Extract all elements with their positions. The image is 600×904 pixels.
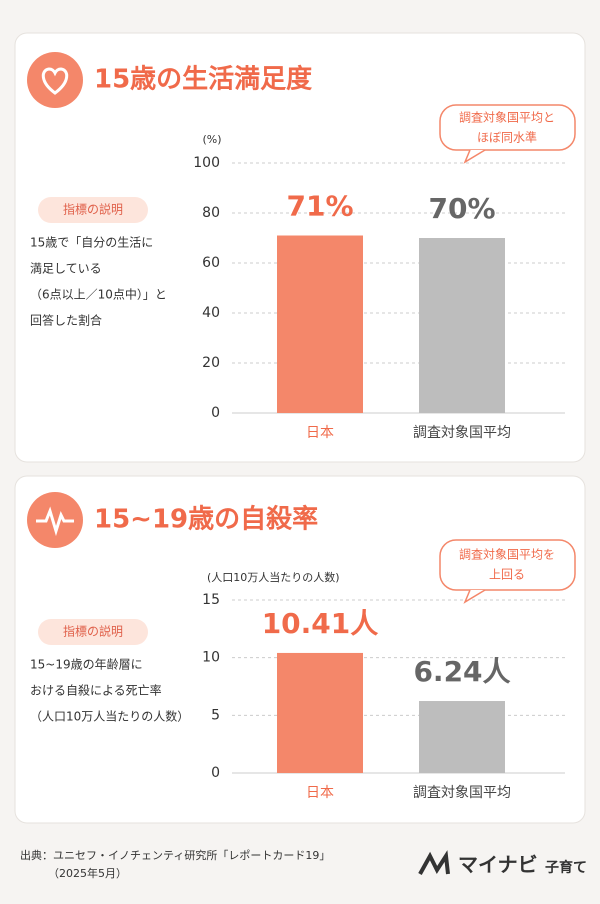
indicator-text: 回答した割合 [30, 313, 102, 328]
indicator-text: 満足している [30, 262, 102, 276]
value-label: 70% [428, 192, 495, 225]
y-tick-label: 20 [202, 355, 220, 371]
y-axis-label: (人口10万人当たりの人数) [207, 570, 340, 584]
y-tick-label: 40 [202, 305, 220, 321]
bar [277, 235, 363, 413]
y-tick-label: 100 [193, 155, 220, 171]
bar [419, 238, 505, 413]
source: 出典：ユニセフ・イノチェンティ研究所「レポートカード19」 [20, 848, 330, 862]
x-tick-label: 日本 [306, 425, 334, 441]
heart-icon [41, 67, 69, 95]
pulse-icon [36, 506, 74, 537]
y-tick-label: 15 [202, 592, 220, 608]
indicator-pill [38, 619, 148, 645]
y-axis-label: (%) [202, 133, 221, 146]
callout-box [439, 539, 576, 591]
value-label: 71% [286, 190, 353, 223]
callout-text: 調査対象国平均と [459, 111, 555, 125]
bar [277, 652, 363, 773]
indicator-pill [38, 197, 148, 223]
callout-tail [463, 589, 486, 604]
y-tick-label: 10 [202, 650, 220, 666]
bar [419, 701, 505, 773]
indicator-text: （6点以上／10点中）」と [30, 287, 167, 302]
indicator-text: 15~19歳の年齢層に [30, 657, 143, 672]
value-label: 10.41人 [262, 607, 379, 640]
y-tick-label: 5 [211, 707, 220, 723]
callout-text: ほぼ同水準 [477, 130, 537, 145]
indicator-text: （人口10万人当たりの人数） [30, 709, 189, 724]
callout-text: 調査対象国平均を [459, 548, 555, 562]
y-tick-label: 60 [202, 255, 220, 271]
y-tick-label: 80 [202, 205, 220, 221]
logo-mark [418, 850, 450, 875]
callout-tail [463, 149, 486, 164]
icon [27, 52, 83, 108]
indicator-text: おける自殺による死亡率 [30, 683, 162, 698]
y-tick-label: 0 [211, 405, 220, 421]
chart-title: 15歳の生活満足度 [94, 64, 312, 95]
logo-sub: 子育て [545, 859, 587, 876]
icon [27, 492, 83, 548]
source: （2025年5月） [48, 866, 127, 880]
x-tick-label: 調査対象国平均 [413, 425, 511, 441]
x-tick-label: 調査対象国平均 [413, 785, 511, 801]
value-label: 6.24人 [413, 655, 510, 688]
y-tick-label: 0 [211, 765, 220, 781]
logo: マイナビ [458, 853, 538, 877]
indicator-label: 指標の説明 [63, 202, 123, 217]
indicator-label: 指標の説明 [63, 624, 123, 639]
x-tick-label: 日本 [306, 785, 334, 801]
callout-box [439, 104, 576, 151]
callout-text: 上回る [489, 568, 525, 582]
indicator-text: 15歳で「自分の生活に [30, 236, 153, 250]
chart-title: 15~19歳の自殺率 [94, 504, 318, 535]
